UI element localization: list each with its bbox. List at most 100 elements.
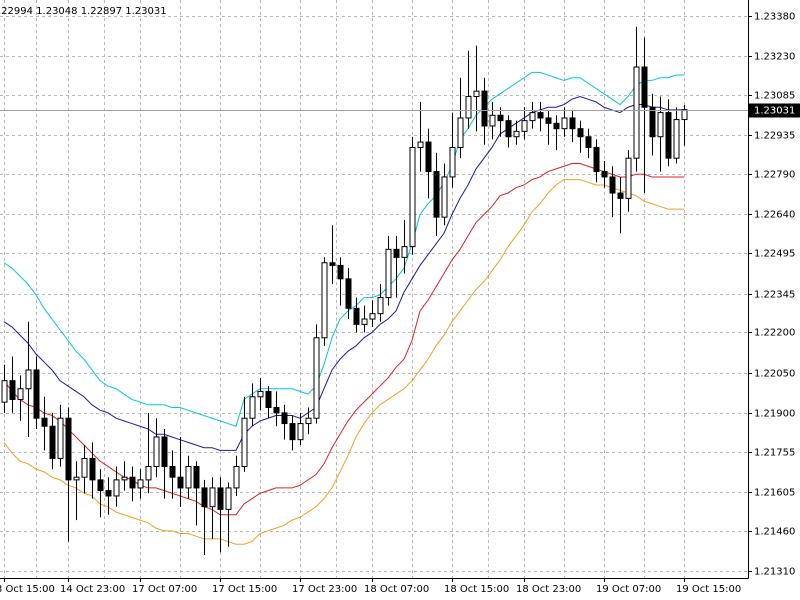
candle-body	[329, 262, 336, 266]
candle-body	[593, 146, 600, 173]
candle-body	[401, 246, 408, 258]
y-tick-label: 1.21900	[754, 409, 795, 420]
current-price-label: 1.23031	[754, 106, 795, 117]
candle-body	[225, 487, 232, 510]
candle-body	[121, 476, 128, 481]
candle-body	[233, 465, 240, 489]
candle-body	[369, 313, 376, 320]
candle-body	[281, 412, 288, 425]
candle-body	[209, 487, 216, 508]
candle-body	[457, 117, 464, 148]
candle-body	[377, 297, 384, 315]
current-price-box	[749, 103, 800, 118]
candle-body	[313, 337, 320, 419]
y-tick-label: 1.22050	[754, 369, 795, 380]
candle-body	[345, 278, 352, 309]
candle-body	[513, 130, 520, 138]
moving-average-line	[3, 95, 684, 451]
candle-body	[537, 112, 544, 119]
candle-body	[161, 436, 168, 467]
candle-body	[617, 192, 624, 199]
x-tick-label: 18 Oct 07:00	[364, 584, 429, 595]
candle-body	[185, 465, 192, 489]
y-tick-label: 1.22790	[754, 170, 795, 181]
candle-body	[641, 66, 648, 108]
axes: 1.23380 1.23230 1.23085 1.22935 1.22790 1.226…	[0, 12, 800, 595]
y-tick-label: 1.23230	[754, 52, 795, 63]
candle-body	[609, 176, 616, 194]
candle-body	[273, 406, 280, 414]
candle-body	[265, 390, 272, 408]
candle-body	[249, 396, 256, 419]
grid	[0, 0, 748, 578]
y-tick-label: 1.21755	[754, 448, 795, 459]
x-tick-label: 17 Oct 15:00	[212, 584, 277, 595]
candle-body	[497, 114, 504, 122]
candle-body	[89, 457, 96, 481]
x-tick-label: 14 Oct 23:00	[60, 584, 125, 595]
candle-body	[353, 307, 360, 325]
candle-body	[385, 248, 392, 299]
x-tick-label: 3 Oct 15:00	[0, 584, 55, 595]
candle-body	[25, 369, 32, 390]
x-tick-label: 19 Oct 07:00	[596, 584, 661, 595]
candle-body	[113, 479, 120, 497]
x-tick-label: 17 Oct 07:00	[132, 584, 197, 595]
candle-body	[449, 146, 456, 178]
candle-body	[241, 417, 248, 467]
candle-body	[505, 120, 512, 138]
candle-body	[481, 90, 488, 127]
candle-body	[393, 248, 400, 258]
candle-body	[473, 90, 480, 98]
candle-body	[9, 380, 16, 400]
candle-body	[201, 487, 208, 508]
candle-body	[649, 106, 656, 138]
candle-body	[129, 476, 136, 489]
candle-body	[441, 176, 448, 218]
y-tick-label: 1.21460	[754, 527, 795, 538]
x-tick-label: 17 Oct 23:00	[292, 584, 357, 595]
candle-body	[321, 262, 328, 339]
candle-body	[433, 171, 440, 218]
y-tick-label: 1.21310	[754, 567, 795, 578]
candle-body	[489, 114, 496, 127]
plot-area	[0, 26, 748, 555]
y-tick-label: 1.22495	[754, 249, 795, 260]
candle-body	[545, 117, 552, 124]
candle-body	[137, 479, 144, 489]
candle-body	[561, 117, 568, 130]
candle-body	[57, 417, 64, 459]
candle-body	[521, 120, 528, 132]
candle-body	[65, 417, 72, 481]
candle-body	[33, 369, 40, 419]
candle-body	[337, 264, 344, 280]
candle-body	[657, 112, 664, 138]
ohlc-info: .22994 1.23048 1.22897 1.23031	[0, 6, 167, 17]
candle-body	[569, 117, 576, 130]
candle-body	[409, 146, 416, 248]
candle-body	[169, 465, 176, 478]
y-tick-label: 1.22935	[754, 131, 795, 142]
y-tick-label: 1.22345	[754, 290, 795, 301]
x-tick-label: 19 Oct 15:00	[676, 584, 741, 595]
candle-body	[217, 487, 224, 510]
candle-body	[1, 380, 8, 403]
candle-body	[577, 128, 584, 138]
candle-body	[73, 476, 80, 481]
candle-body	[601, 171, 608, 178]
x-tick-label: 18 Oct 15:00	[444, 584, 509, 595]
candle-body	[529, 112, 536, 122]
moving-average-line	[3, 71, 684, 427]
candle-body	[193, 465, 200, 489]
y-tick-label: 1.23085	[754, 91, 795, 102]
candle-body	[97, 479, 104, 492]
x-tick-label: 18 Oct 23:00	[516, 584, 581, 595]
candle-body	[153, 436, 160, 467]
candle-body	[81, 457, 88, 478]
candle-body	[257, 390, 264, 398]
candle-body	[177, 476, 184, 489]
candle-body	[625, 157, 632, 199]
candle-body	[465, 96, 472, 119]
